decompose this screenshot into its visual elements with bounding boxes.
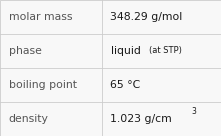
Text: density: density xyxy=(9,114,49,124)
Text: 348.29 g/mol: 348.29 g/mol xyxy=(110,12,183,22)
Text: phase: phase xyxy=(9,46,42,56)
Text: boiling point: boiling point xyxy=(9,80,77,90)
Text: molar mass: molar mass xyxy=(9,12,72,22)
Text: liquid: liquid xyxy=(110,46,140,56)
Text: (at STP): (at STP) xyxy=(149,47,182,55)
Text: 3: 3 xyxy=(191,107,196,116)
Text: 65 °C: 65 °C xyxy=(110,80,141,90)
Text: 1.023 g/cm: 1.023 g/cm xyxy=(110,114,172,124)
